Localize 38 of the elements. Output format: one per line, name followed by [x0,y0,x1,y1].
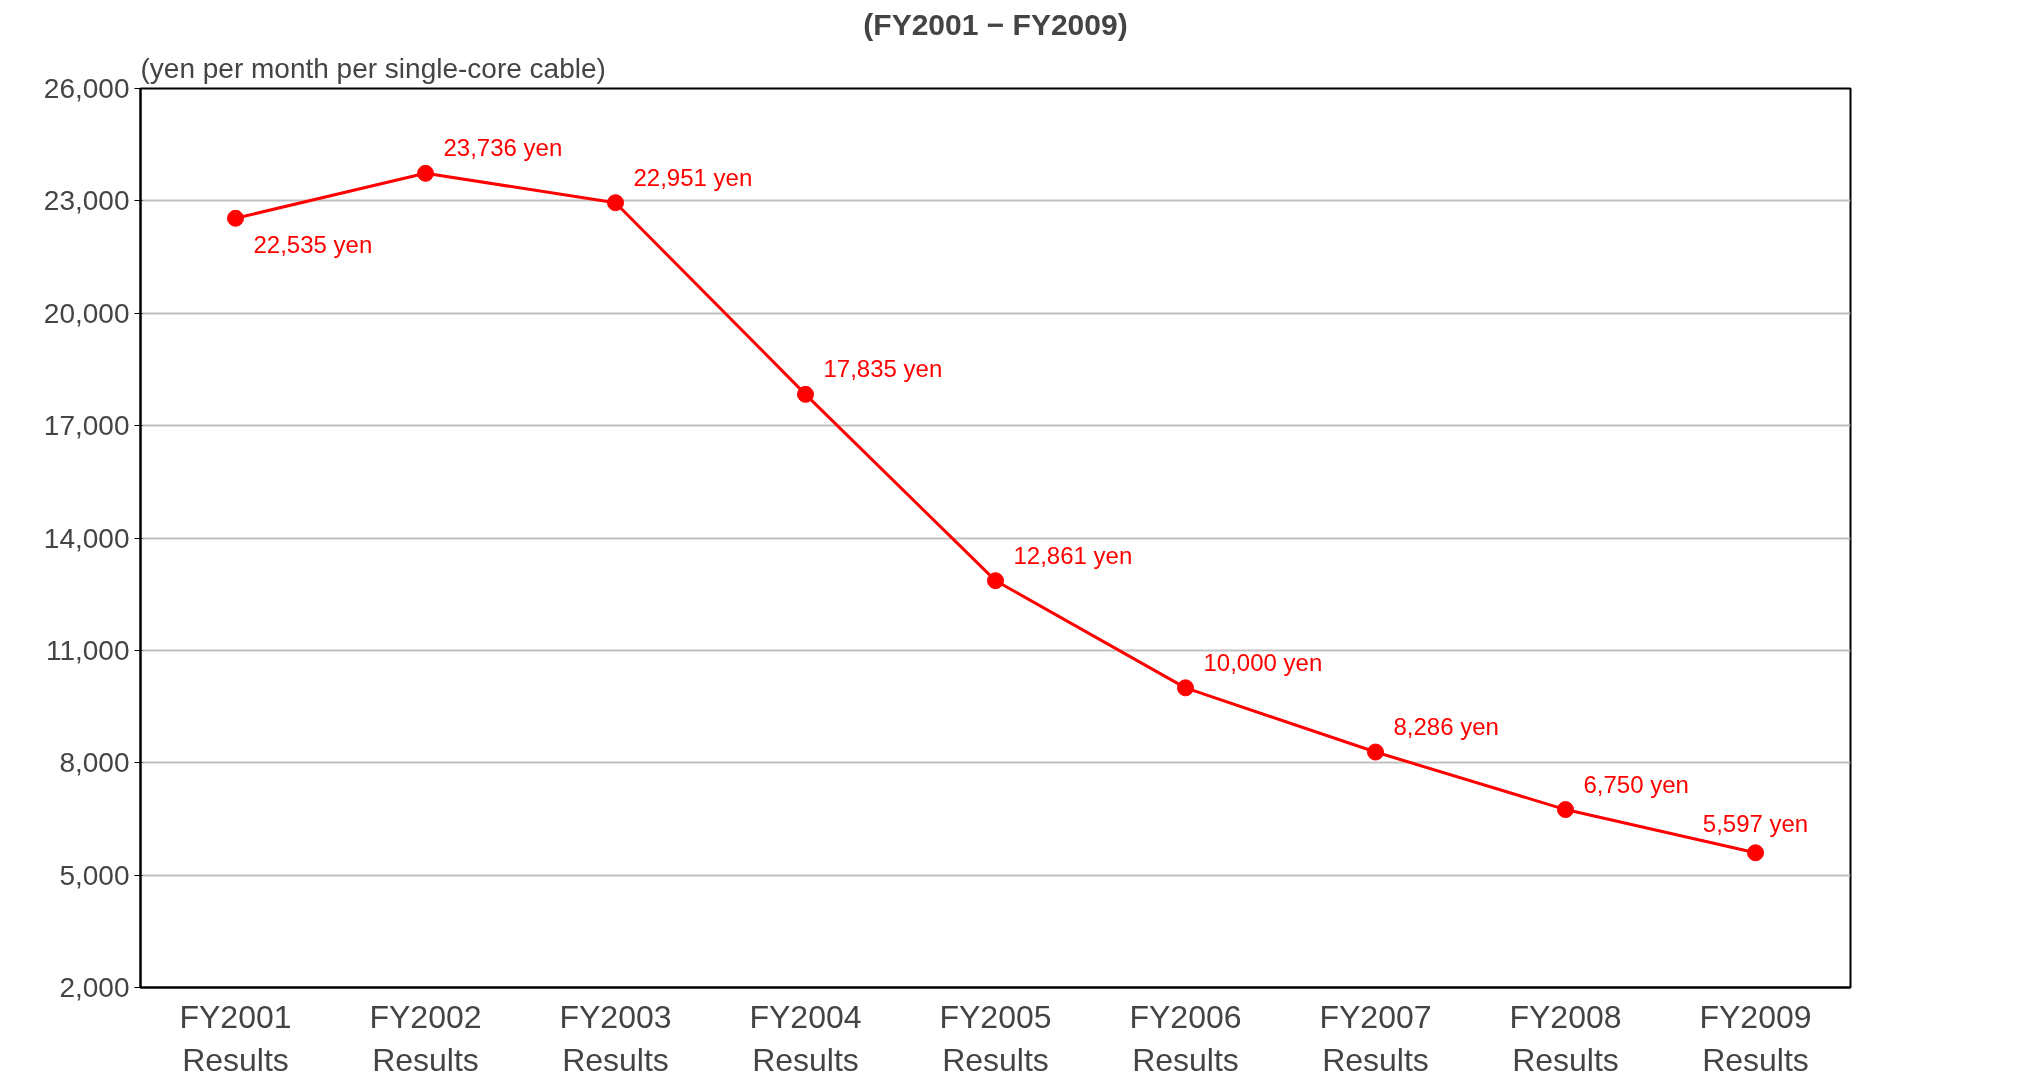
y-tick-label: 23,000 [43,185,130,217]
data-label: 8,286 yen [1393,713,1499,741]
point [417,164,434,182]
x-tick-label: FY2006 Results [1129,998,1242,1078]
data-label: 17,835 yen [823,355,943,383]
point [607,194,624,212]
y-tick-label: 20,000 [43,297,130,329]
point [1177,679,1194,697]
y-tick-label: 2,000 [59,972,130,1003]
point [1367,743,1384,761]
point [797,385,814,403]
point [227,209,244,227]
data-label: 12,861 yen [1013,541,1133,569]
point [987,572,1004,590]
x-tick-label: FY2009 Results [1699,998,1812,1078]
y-tick-label: 11,000 [45,634,130,666]
data-label: 22,951 yen [633,163,753,191]
x-tick-label: FY2008 Results [1509,998,1622,1078]
data-label: 6,750 yen [1583,770,1689,798]
chart-title: (FY2001 − FY2009) [863,7,1128,41]
y-axis-title: (yen per month per single-core cable) [140,52,606,84]
data-label: 10,000 yen [1203,648,1323,676]
data-label: 23,736 yen [443,134,563,162]
y-tick-label: 17,000 [43,410,130,442]
x-tick-label: FY2005 Results [939,998,1052,1078]
x-tick-label: FY2001 Results [179,998,292,1078]
x-tick-label: FY2004 Results [749,998,862,1078]
data-label: 22,535 yen [253,231,373,259]
x-tick-label: FY2003 Results [559,998,672,1078]
y-tick-label: 5,000 [59,859,130,891]
x-tick-label: FY2007 Results [1319,998,1432,1078]
y-tick-label: 8,000 [59,747,130,779]
y-tick-label: 14,000 [43,522,130,554]
x-tick-label: FY2002 Results [369,998,482,1078]
y-tick-label: 26,000 [43,73,130,104]
data-label: 5,597 yen [1702,809,1809,837]
point [1747,844,1764,862]
point [1557,801,1574,819]
